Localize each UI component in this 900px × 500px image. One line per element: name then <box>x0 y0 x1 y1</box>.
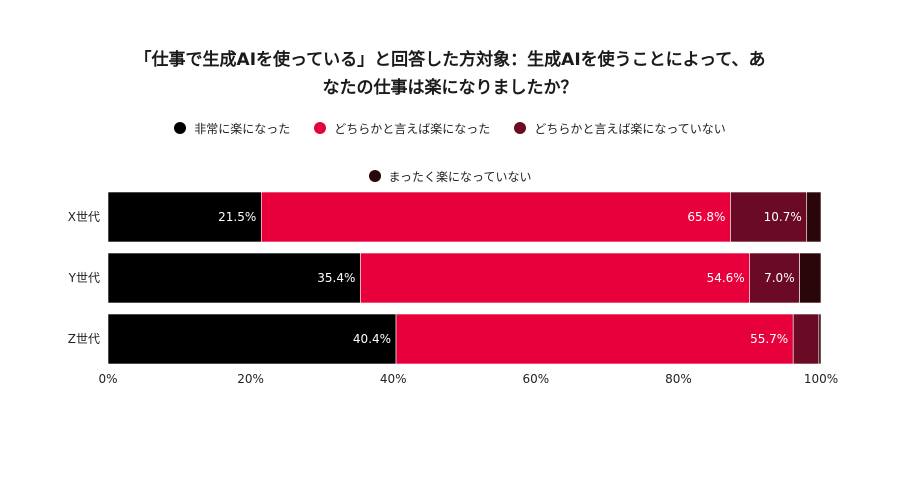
data-label: 7.0% <box>764 271 795 285</box>
legend-swatch-very-easier <box>174 122 187 134</box>
legend-label-somewhat-easier: どちらかと言えば楽になった <box>334 121 491 136</box>
x-tick-label: 40% <box>380 372 407 386</box>
data-label: 21.5% <box>218 210 256 224</box>
bar-segment <box>395 313 794 365</box>
x-tick-label: 100% <box>804 372 838 386</box>
legend-label-somewhat-not-easier: どちらかと言えば楽になっていない <box>534 121 726 136</box>
category-labels: X世代 Y世代 Z世代 <box>68 210 100 346</box>
legend-swatch-somewhat-easier <box>314 122 327 134</box>
data-label: 65.8% <box>687 210 725 224</box>
bar-segment <box>749 252 800 304</box>
legend-label-not-easier-at-all: まったく楽になっていない <box>388 169 532 184</box>
x-tick-label: 80% <box>665 372 692 386</box>
legend-item-very-easier: 非常に楽になった <box>174 118 290 138</box>
bar-segment <box>360 252 751 304</box>
x-tick-label: 60% <box>522 372 549 386</box>
data-label: 10.7% <box>764 210 802 224</box>
legend-item-somewhat-not-easier: どちらかと言えば楽になっていない <box>514 118 726 138</box>
x-tick-label: 0% <box>98 372 117 386</box>
legend-swatch-not-easier-at-all <box>368 170 381 182</box>
chart-title: 「仕事で生成AIを使っている」と回答した方対象：生成AIを使うことによって、あ … <box>40 46 860 102</box>
bar-segment <box>107 191 262 243</box>
data-label: 54.6% <box>707 271 745 285</box>
category-label: Y世代 <box>68 271 100 285</box>
x-tick-label: 20% <box>237 372 264 386</box>
chart-title-line-2: なたの仕事は楽になりましたか？ <box>322 78 578 98</box>
legend-item-somewhat-easier: どちらかと言えば楽になった <box>314 118 490 138</box>
chart-title-line-1: 「仕事で生成AIを使っている」と回答した方対象：生成AIを使うことによって、あ <box>134 50 766 70</box>
legend-item-not-easier-at-all: まったく楽になっていない <box>368 166 532 186</box>
bar-segment <box>818 313 822 365</box>
bars-group: 21.5% 65.8% 10.7% 35.4% 54.6% 7.0% 40.4% 55.7% <box>107 191 822 365</box>
bar-segment <box>260 191 731 243</box>
data-label: 55.7% <box>750 332 788 346</box>
category-label: X世代 <box>68 210 100 224</box>
legend-label-very-easier: 非常に楽になった <box>194 121 291 136</box>
x-axis-ticks: 0% 20% 40% 60% 80% 100% <box>98 372 838 386</box>
data-label: 35.4% <box>317 271 355 285</box>
chart-legend: 非常に楽になった どちらかと言えば楽になった どちらかと言えば楽になっていない … <box>40 118 860 186</box>
bar-segment <box>107 313 397 365</box>
category-label: Z世代 <box>68 332 100 346</box>
bar-segment <box>799 252 822 304</box>
legend-swatch-somewhat-not-easier <box>514 122 527 134</box>
data-label: 40.4% <box>353 332 391 346</box>
bar-segment <box>792 313 820 365</box>
bar-segment <box>806 191 822 243</box>
